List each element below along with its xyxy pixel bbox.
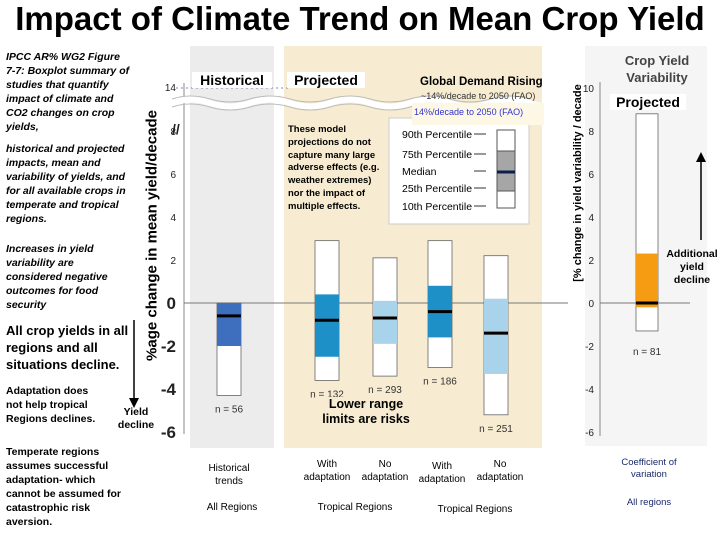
model-projection-note: These model projections do not capture m… [288,124,380,212]
legend-median: Median [402,166,437,178]
decline-note: All crop yields in all regions and all s… [6,323,129,372]
global-demand-line1: ~14%/decade to 2050 (FAO) [421,91,536,101]
yield-decline-arrowhead [129,398,139,408]
y-tick-label-variability: -2 [585,342,594,353]
y-tick-label-variability: 2 [588,256,594,267]
category-label: With adaptation [418,461,466,485]
category-label: No adaptation [476,459,524,483]
y-axis-variability: 10 8 6 4 2 0 -2 -4 -6 [583,82,601,439]
y-tick-label: 0 [167,294,176,313]
variability-title: Crop Yield Variability [624,53,690,85]
variability-note: Increases in yield variability are consi… [6,243,108,311]
y-tick-label-variability: 6 [588,170,594,181]
y-tick-label: -2 [161,337,176,356]
legend-p25: 25th Percentile [402,183,472,195]
variability-projected-header: Projected [610,94,686,110]
global-demand-box [412,103,544,125]
group-label-tropical-1: Tropical Regions [317,502,393,513]
axis-break-wave [170,96,552,110]
projected-header: Projected [287,72,365,88]
adaptation-note: Adaptation does not help tropical Region… [6,385,96,425]
additional-decline-arrowhead [696,152,706,162]
y-tick-label: 14 [165,83,177,94]
axis-break-line [171,95,531,103]
y-tick-label: -6 [161,423,176,442]
slide-title: Impact of Climate Trend on Mean Crop Yie… [15,0,705,37]
y-tick-label-variability: -4 [585,385,594,396]
historical-header: Historical [192,72,272,88]
global-demand-title: Global Demand Rising [420,76,543,88]
group-label-all-regions: All Regions [206,502,258,513]
box-iqr [373,300,397,344]
temperate-note: Temperate regions assumes successful ada… [6,446,121,528]
lower-range-note: Lower range limits are risks [320,397,412,427]
figure-caption: IPCC AR% WG2 Figure 7-7: Boxplot summary… [6,51,130,133]
summary-note: historical and projected impacts, mean a… [6,143,126,225]
y-tick-label: 8 [170,127,176,138]
legend-p90: 90th Percentile [402,129,472,141]
box-iqr-variability [636,253,658,308]
y-tick-label-variability: 8 [588,127,594,138]
y-tick-label: 4 [170,213,176,224]
category-label: With adaptation [303,459,351,483]
yield-decline-label: Yield decline [117,406,155,431]
box-sample-size: n = 251 [479,424,513,435]
box-iqr [217,303,241,346]
legend-p10: 10th Percentile [402,201,472,213]
y-tick-label-variability: -6 [585,428,594,439]
y-tick-label: 6 [170,170,176,181]
additional-decline-label: Additional yield decline [666,248,718,286]
y-axis-mean-yield: 14 8 6 4 2 0 -2 -4 -6 [161,83,185,442]
box-sample-size: n = 293 [368,385,402,396]
y-tick-label: 2 [170,256,176,267]
legend-p75: 75th Percentile [402,149,472,161]
y-tick-label-variability: 0 [588,299,594,310]
category-label: No adaptation [361,459,409,483]
group-label-all-regions-right: All regions [626,497,672,508]
category-label-variability: Coefficient of variation [621,457,677,480]
box-sample-size: n = 132 [310,389,344,400]
category-label: Historical trends [208,463,250,487]
y-tick-label-variability: 10 [583,84,595,95]
y-tick-label-variability: 4 [588,213,594,224]
y-tick-label: -4 [161,380,177,399]
box-iqr [484,298,508,374]
group-label-tropical-2: Tropical Regions [437,504,513,515]
box-sample-size: n = 56 [215,404,244,415]
box-sample-size: n = 186 [423,377,457,388]
global-demand-line2: 14%/decade to 2050 (FAO) [414,107,524,117]
axis-break-mark: // [172,121,180,137]
box-iqr [315,294,339,357]
box-sample-size-variability: n = 81 [633,347,662,358]
